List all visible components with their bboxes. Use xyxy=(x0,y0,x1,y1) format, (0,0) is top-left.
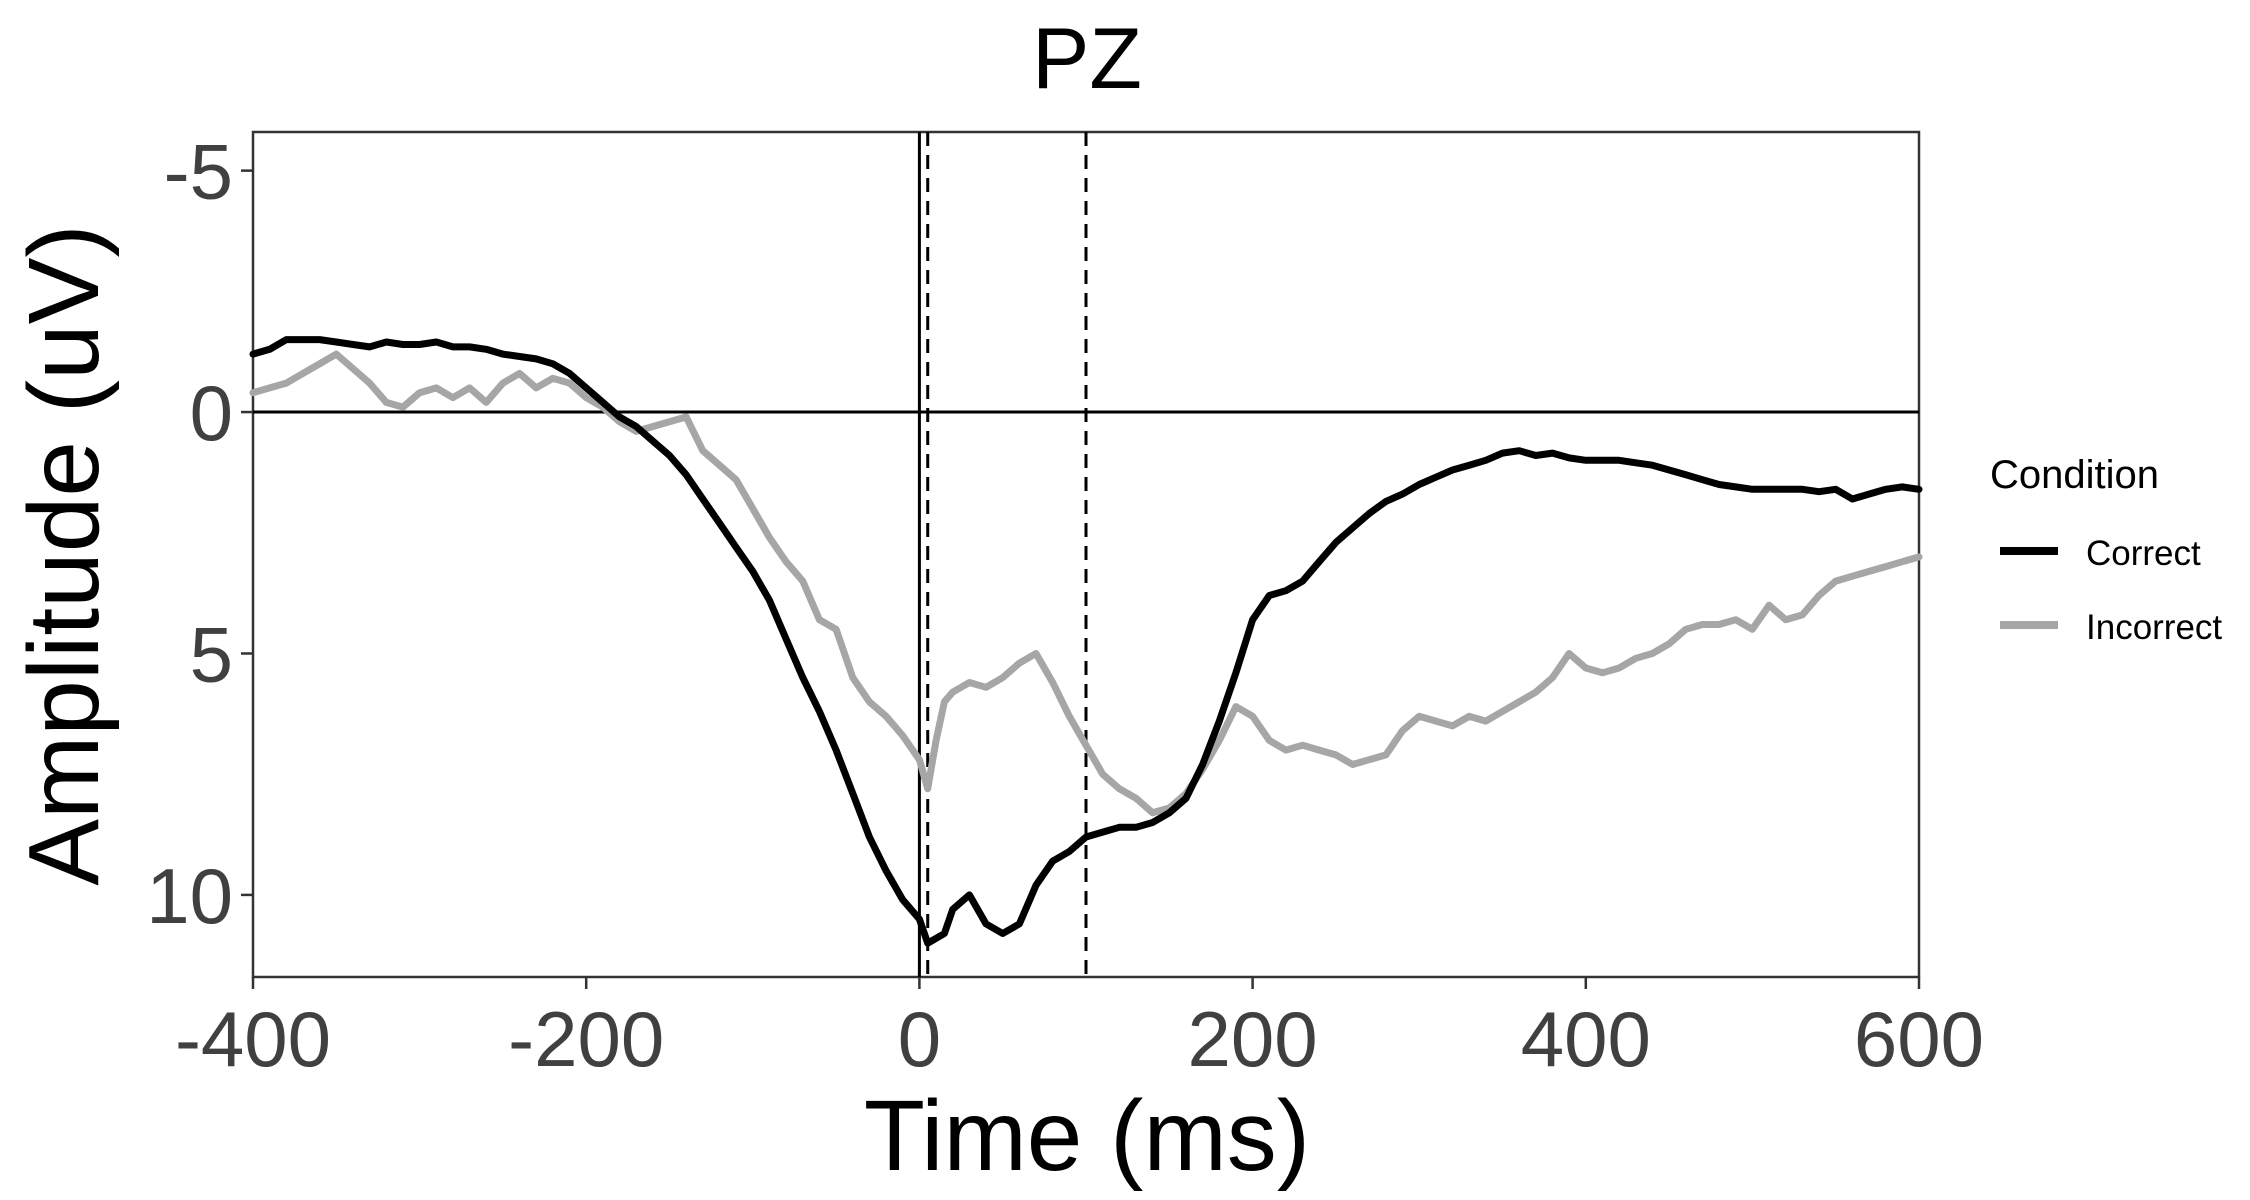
y-tick-label: 5 xyxy=(190,610,233,698)
chart-title: PZ xyxy=(1032,11,1142,107)
y-tick-label: -5 xyxy=(164,128,233,216)
x-tick-label: 400 xyxy=(1521,995,1651,1083)
reference-lines xyxy=(253,132,1919,977)
x-tick-label: -400 xyxy=(175,995,331,1083)
series-line-incorrect xyxy=(249,350,1923,817)
y-tick-label: 10 xyxy=(146,852,233,940)
x-axis-label: Time (ms) xyxy=(864,1080,1310,1192)
y-axis: -5 0 5 10 xyxy=(146,128,253,940)
legend-label-incorrect: Incorrect xyxy=(2086,608,2222,647)
y-axis-label: Amplitude (uV) xyxy=(8,224,120,885)
x-axis: -400 -200 0 200 400 600 xyxy=(175,977,1984,1083)
x-tick-label: -200 xyxy=(508,995,664,1083)
y-tick-label: 0 xyxy=(190,369,233,457)
x-tick-label: 0 xyxy=(898,995,941,1083)
legend-label-correct: Correct xyxy=(2086,534,2201,573)
series-line-correct xyxy=(249,336,1923,947)
legend: Condition Correct Incorrect xyxy=(1990,453,2222,647)
series-layer xyxy=(249,336,1923,947)
x-tick-label: 200 xyxy=(1188,995,1318,1083)
x-tick-label: 600 xyxy=(1854,995,1984,1083)
legend-title: Condition xyxy=(1990,453,2159,497)
